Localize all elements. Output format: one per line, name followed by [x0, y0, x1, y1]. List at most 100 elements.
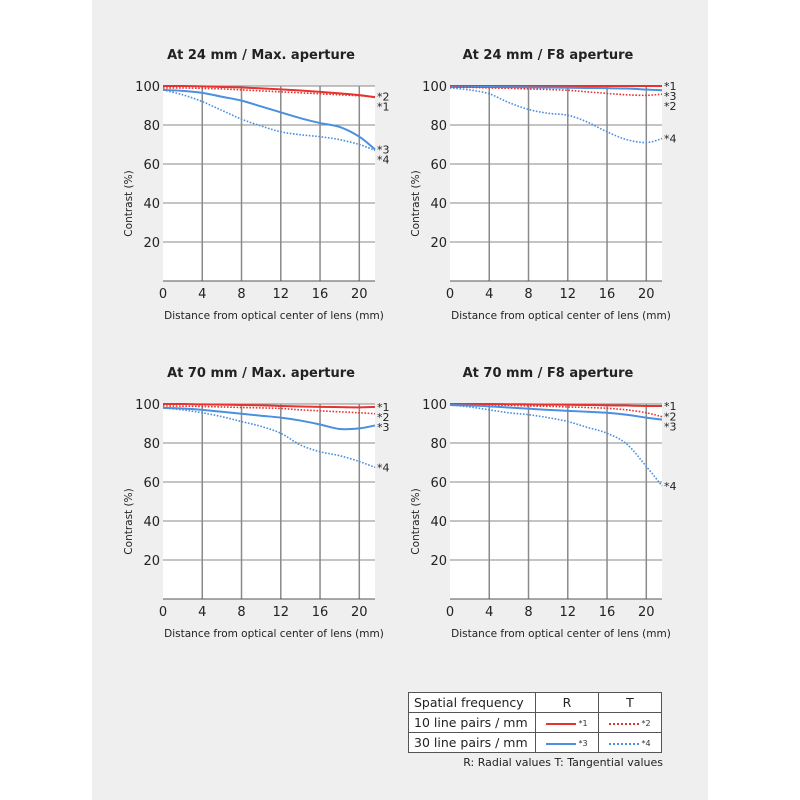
y-tick-label: 20: [430, 554, 447, 569]
series-end-label: *2: [664, 411, 677, 424]
legend-swatch-solid-blue: [546, 742, 577, 745]
series-line-3: [450, 85, 663, 92]
legend-swatch-dotted-red: [609, 722, 640, 725]
chart-title: At 24 mm / Max. aperture: [167, 48, 355, 63]
y-axis-label: Contrast (%): [410, 170, 422, 236]
y-tick-label: 60: [143, 476, 160, 491]
plot-area: [163, 404, 375, 599]
x-tick-label: 20: [351, 287, 368, 302]
plot-area: [450, 86, 662, 281]
x-tick-label: 4: [198, 287, 206, 302]
series-end-label: *4: [377, 153, 390, 166]
series-line-1: [162, 402, 376, 409]
chart-1: At 24 mm / Max. aperture 20 40 60 80 100 0 4 8 12…: [123, 48, 390, 322]
plot-area: [450, 404, 662, 599]
legend-table: Spatial frequency R T 10 line pairs / mm…: [408, 692, 662, 753]
series-end-label: *3: [664, 421, 677, 434]
chart-title: At 70 mm / F8 aperture: [463, 366, 634, 381]
series-end-label: *2: [664, 100, 677, 113]
legend-row-label: 10 line pairs / mm: [408, 712, 536, 733]
x-tick-label: 0: [159, 287, 167, 302]
x-tick-label: 8: [524, 287, 532, 302]
legend-swatch-dotted-blue: [609, 742, 640, 745]
legend-key: *1: [578, 719, 588, 728]
chart-title: At 24 mm / F8 aperture: [463, 48, 634, 63]
series-end-label: *1: [377, 101, 390, 114]
x-tick-label: 12: [273, 287, 290, 302]
series-line-4: [162, 407, 376, 469]
legend-header-t: T: [598, 692, 662, 713]
y-tick-label: 60: [143, 158, 160, 173]
chart-4: At 70 mm / F8 aperture 20 40 60 80 100 0 4 8 12 16…: [410, 366, 677, 640]
x-tick-label: 8: [237, 287, 245, 302]
series-end-label: *4: [377, 461, 390, 474]
legend-row-10lp: 10 line pairs / mm *1 *2: [408, 712, 662, 733]
series-line-1: [162, 84, 376, 99]
x-tick-label: 8: [524, 605, 532, 620]
y-tick-label: 40: [430, 197, 447, 212]
x-tick-label: 12: [273, 605, 290, 620]
series-end-label: *3: [664, 90, 677, 103]
y-tick-label: 40: [143, 197, 160, 212]
y-tick-label: 80: [143, 437, 160, 452]
x-tick-label: 0: [446, 287, 454, 302]
series-end-label: *4: [664, 133, 677, 146]
series-end-label: *1: [664, 80, 677, 93]
series-end-label: *2: [377, 411, 390, 424]
x-tick-label: 8: [237, 605, 245, 620]
x-tick-label: 20: [638, 287, 655, 302]
chart-3: At 70 mm / Max. aperture 20 40 60 80 100 0 4 8 12…: [123, 366, 390, 640]
x-axis-label: Distance from optical center of lens (mm…: [164, 628, 384, 640]
legend-key: *2: [641, 719, 651, 728]
chart-2: At 24 mm / F8 aperture 20 40 60 80 100 0 4 8 12 16…: [410, 48, 677, 322]
x-tick-label: 20: [351, 605, 368, 620]
y-tick-label: 40: [143, 515, 160, 530]
y-tick-label: 20: [143, 554, 160, 569]
y-tick-label: 60: [430, 476, 447, 491]
x-axis-label: Distance from optical center of lens (mm…: [451, 628, 671, 640]
x-tick-label: 16: [599, 287, 616, 302]
x-tick-label: 16: [599, 605, 616, 620]
series-line-3: [162, 88, 376, 151]
legend-header-frequency: Spatial frequency: [408, 692, 536, 713]
legend-header-row: Spatial frequency R T: [408, 692, 662, 713]
x-tick-label: 16: [312, 287, 329, 302]
y-tick-label: 80: [143, 119, 160, 134]
x-tick-label: 16: [312, 605, 329, 620]
y-tick-label: 100: [422, 398, 447, 413]
legend-note: R: Radial values T: Tangential values: [463, 756, 663, 769]
series-end-label: *1: [664, 400, 677, 413]
legend-row-30lp: 30 line pairs / mm *3 *4: [408, 732, 662, 753]
y-tick-label: 40: [430, 515, 447, 530]
y-axis-label: Contrast (%): [123, 488, 135, 554]
legend-key: *4: [641, 739, 651, 748]
series-end-label: *2: [377, 91, 390, 104]
plot-area: [163, 86, 375, 281]
legend-row-label: 30 line pairs / mm: [408, 732, 536, 753]
x-tick-label: 12: [560, 287, 577, 302]
x-tick-label: 4: [485, 287, 493, 302]
x-tick-label: 4: [485, 605, 493, 620]
series-line-4: [449, 404, 663, 487]
x-tick-label: 4: [198, 605, 206, 620]
x-tick-label: 0: [446, 605, 454, 620]
y-tick-label: 100: [135, 398, 160, 413]
y-tick-label: 20: [430, 236, 447, 251]
y-axis-label: Contrast (%): [410, 488, 422, 554]
chart-title: At 70 mm / Max. aperture: [167, 366, 355, 381]
x-axis-label: Distance from optical center of lens (mm…: [451, 310, 671, 322]
series-line-3: [162, 406, 376, 431]
legend-key: *3: [578, 739, 588, 748]
y-tick-label: 80: [430, 437, 447, 452]
y-tick-label: 80: [430, 119, 447, 134]
series-end-label: *3: [377, 143, 390, 156]
legend-swatch-solid-red: [546, 722, 577, 725]
y-tick-label: 100: [422, 80, 447, 95]
series-end-label: *1: [377, 401, 390, 414]
x-tick-label: 0: [159, 605, 167, 620]
series-end-label: *3: [377, 421, 390, 434]
y-tick-label: 20: [143, 236, 160, 251]
series-end-label: *4: [664, 480, 677, 493]
legend-header-r: R: [535, 692, 599, 713]
